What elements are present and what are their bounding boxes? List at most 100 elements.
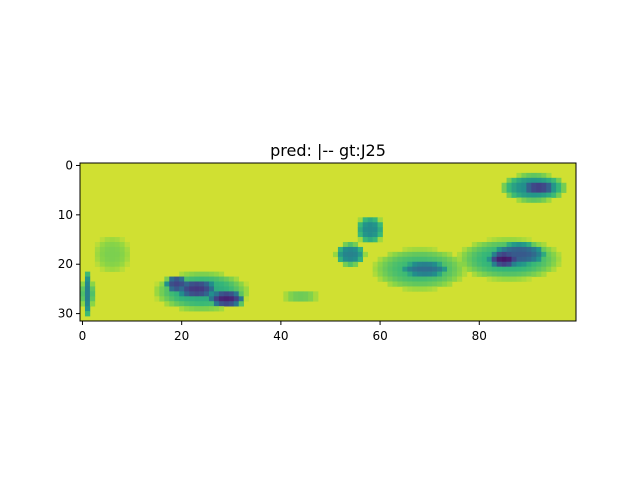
heatmap-cell <box>432 271 438 277</box>
heatmap-cell <box>427 261 433 267</box>
heatmap-cell <box>551 246 557 253</box>
heatmap-cell <box>516 192 522 198</box>
heatmap-cell <box>367 227 373 233</box>
heatmap-cell <box>516 271 522 277</box>
heatmap-cell <box>189 296 195 302</box>
heatmap-cell <box>124 256 130 263</box>
heatmap-cell <box>228 281 235 287</box>
heatmap-cell <box>80 301 86 307</box>
heatmap-cell <box>521 192 527 198</box>
heatmap-cell <box>496 246 502 253</box>
heatmap-cell <box>422 271 428 277</box>
heatmap-cell <box>437 276 443 282</box>
heatmap-cell <box>447 261 453 267</box>
heatmap-cell <box>491 266 497 272</box>
heatmap-cell <box>561 187 567 193</box>
heatmap-cell <box>422 276 428 282</box>
heatmap-cell <box>189 291 195 297</box>
heatmap-cell <box>452 261 458 267</box>
heatmap-cell <box>422 281 428 287</box>
heatmap-cell <box>417 271 423 277</box>
heatmap-cell <box>119 251 125 258</box>
heatmap-cell <box>456 276 463 282</box>
heatmap-cell <box>377 222 383 228</box>
heatmap-cell <box>516 197 522 203</box>
y-tick-label: 30 <box>58 307 73 321</box>
heatmap-cell <box>407 266 413 272</box>
heatmap-cell <box>407 251 413 258</box>
y-tick-label: 20 <box>58 257 73 271</box>
heatmap-cell <box>367 222 373 228</box>
heatmap-cell <box>511 242 517 248</box>
heatmap-cell <box>511 266 517 272</box>
heatmap-cell <box>402 251 408 258</box>
heatmap-cell <box>342 251 349 258</box>
heatmap-cell <box>422 251 428 258</box>
heatmap-cell <box>99 261 106 267</box>
heatmap-cell <box>476 251 483 258</box>
heatmap-cell <box>531 271 537 277</box>
heatmap-cell <box>89 281 96 287</box>
heatmap-cell <box>536 182 542 188</box>
heatmap-cell <box>546 182 552 188</box>
heatmap-cell <box>412 271 418 277</box>
heatmap-cell <box>342 261 349 267</box>
heatmap-cell <box>437 281 443 287</box>
heatmap-cell <box>372 232 378 238</box>
heatmap-cell <box>233 276 240 282</box>
heatmap-cell <box>238 286 244 292</box>
heatmap-cell <box>199 306 205 312</box>
heatmap-cell <box>531 177 537 184</box>
heatmap-cell <box>288 296 294 302</box>
heatmap-cell <box>481 246 488 253</box>
heatmap-cell <box>84 276 91 282</box>
heatmap-cell <box>432 261 438 267</box>
heatmap-cell <box>179 306 185 312</box>
heatmap-cell <box>174 301 180 307</box>
heatmap-cell <box>199 286 205 292</box>
heatmap-cell <box>402 256 408 263</box>
heatmap-cell <box>387 276 393 282</box>
heatmap-cell <box>516 266 522 272</box>
heatmap-cell <box>164 301 170 307</box>
heatmap-cell <box>293 291 299 297</box>
heatmap-cell <box>546 192 552 198</box>
heatmap-cell <box>491 271 497 277</box>
heatmap-cell <box>397 276 403 282</box>
heatmap-cell <box>417 246 423 253</box>
heatmap-cell <box>486 251 492 258</box>
heatmap-cell <box>194 301 200 307</box>
heatmap-cell <box>159 291 165 297</box>
heatmap-cell <box>184 286 190 292</box>
heatmap-cell <box>541 197 547 203</box>
heatmap-cell <box>511 192 517 198</box>
heatmap-cell <box>432 246 438 253</box>
heatmap-cell <box>119 261 125 267</box>
heatmap-cell <box>551 261 557 267</box>
heatmap-cell <box>218 276 225 282</box>
heatmap-cell <box>541 251 547 258</box>
heatmap-cell <box>228 291 235 297</box>
heatmap-cell <box>541 261 547 267</box>
heatmap-cell <box>541 256 547 263</box>
heatmap-cell <box>516 182 522 188</box>
heatmap-cell <box>194 306 200 312</box>
heatmap-cell <box>496 237 502 243</box>
heatmap-cell <box>481 261 488 267</box>
heatmap-cell <box>233 286 240 292</box>
heatmap-cell <box>536 246 542 253</box>
heatmap-cell <box>80 296 86 302</box>
heatmap-cell <box>471 271 478 277</box>
heatmap-cell <box>337 256 344 263</box>
heatmap-cell <box>456 266 463 272</box>
heatmap-cell <box>94 251 101 258</box>
heatmap-cell <box>174 276 180 282</box>
heatmap-cell <box>124 242 130 248</box>
heatmap-cell <box>526 182 532 188</box>
heatmap-cell <box>551 192 557 198</box>
heatmap-cell <box>114 237 120 243</box>
heatmap-cell <box>526 256 532 263</box>
heatmap-cell <box>461 246 468 253</box>
heatmap-cell <box>471 261 478 267</box>
